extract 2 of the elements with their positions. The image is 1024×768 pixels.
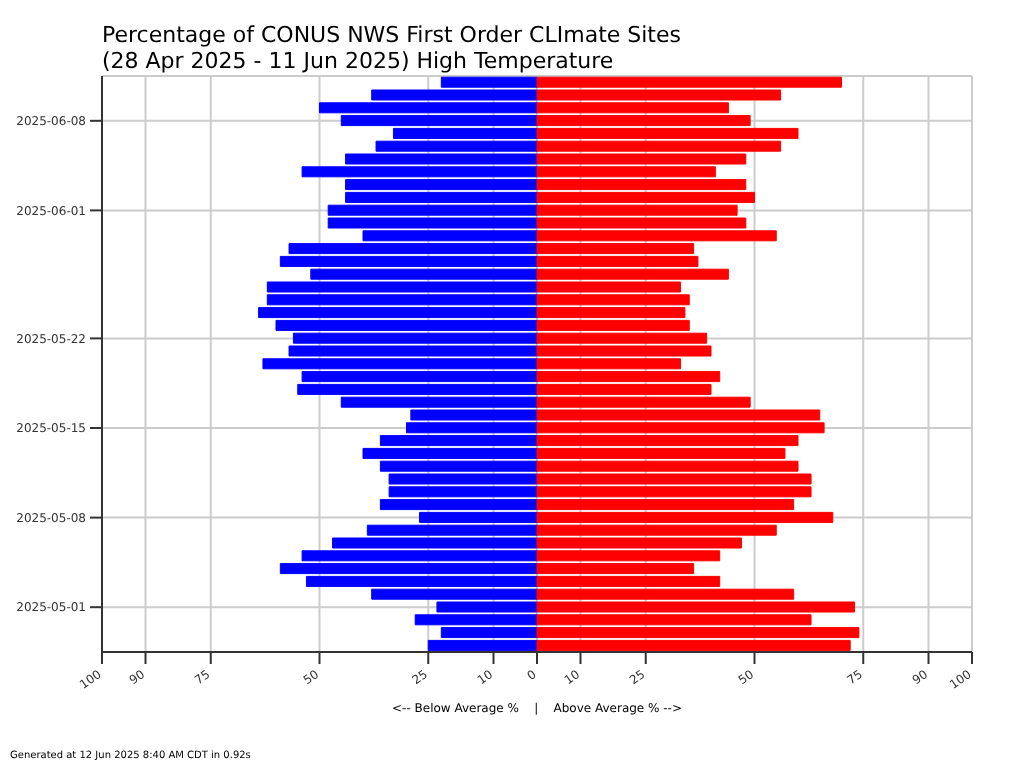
chart-subtitle: (28 Apr 2025 - 11 Jun 2025) High Temperature [102,48,616,74]
chart-title: Percentage of CONUS NWS First Order CLImate Sites [102,22,681,48]
